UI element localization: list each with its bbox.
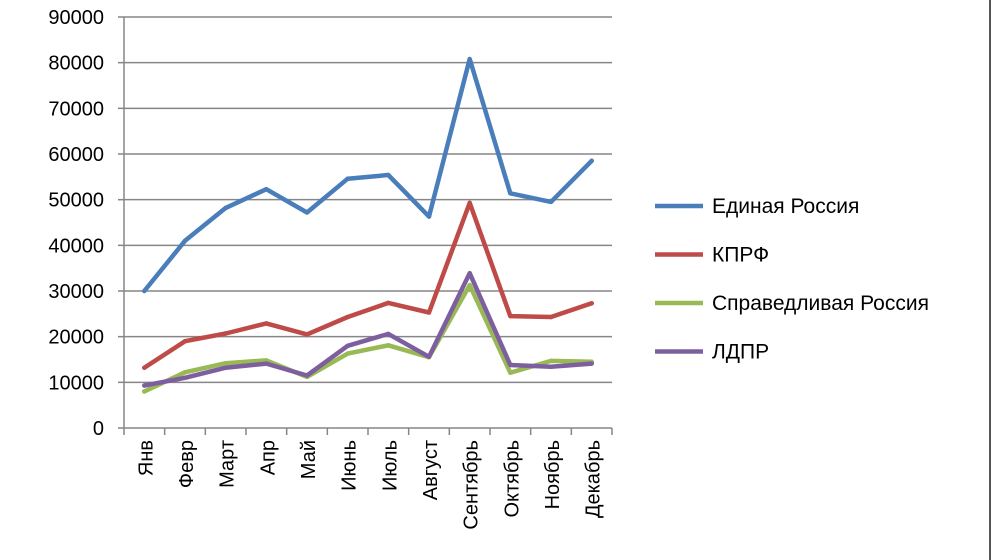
data-point bbox=[223, 360, 228, 366]
x-tick-label: Янв bbox=[135, 440, 157, 476]
x-tick-label: Август bbox=[420, 440, 442, 500]
data-point bbox=[142, 389, 147, 394]
series-line-4 bbox=[142, 270, 594, 388]
x-tick-label: Апр bbox=[257, 440, 279, 475]
x-tick-label: Май bbox=[298, 440, 320, 479]
data-point bbox=[548, 199, 554, 205]
data-point bbox=[426, 354, 432, 359]
x-tick-labels: Янв Февр Март Апр Май Июнь Июль Август Сентябрь О… bbox=[135, 440, 604, 530]
data-point bbox=[589, 361, 594, 366]
data-point bbox=[386, 172, 391, 178]
y-tick-label: 70000 bbox=[48, 98, 104, 120]
data-point bbox=[386, 331, 391, 337]
y-tick-label: 60000 bbox=[48, 144, 104, 166]
data-point bbox=[182, 375, 188, 380]
y-tick-label: 80000 bbox=[48, 53, 104, 75]
data-point bbox=[304, 210, 310, 215]
data-point bbox=[345, 343, 350, 348]
data-point bbox=[508, 370, 513, 375]
x-tick-label: Март bbox=[217, 440, 239, 488]
data-point bbox=[142, 383, 147, 388]
data-point bbox=[386, 300, 391, 306]
data-point bbox=[142, 288, 147, 294]
series-lines bbox=[142, 56, 594, 394]
x-tick-label: Февр bbox=[176, 440, 198, 488]
axes bbox=[118, 16, 613, 435]
y-tick-label: 50000 bbox=[48, 190, 104, 212]
data-point bbox=[589, 301, 594, 306]
data-point bbox=[508, 362, 513, 368]
data-point bbox=[548, 314, 554, 320]
y-tick-label: 0 bbox=[93, 418, 104, 440]
legend-label: Справедливая Россия bbox=[712, 292, 929, 315]
data-point bbox=[426, 214, 432, 219]
data-point bbox=[304, 373, 310, 378]
legend-label: ЛДПР bbox=[712, 341, 769, 364]
data-point bbox=[264, 186, 269, 192]
y-tick-labels: 0 10000 20000 30000 40000 50000 60000 70000 8000… bbox=[48, 7, 104, 440]
data-point bbox=[182, 238, 188, 243]
legend: Единая Россия КПРФ Справедливая Россия ЛДПР bbox=[655, 195, 929, 364]
data-point bbox=[467, 282, 472, 288]
data-point bbox=[548, 364, 554, 370]
data-point bbox=[508, 313, 513, 319]
data-point bbox=[223, 331, 228, 336]
data-point bbox=[345, 314, 350, 320]
legend-label: Единая Россия bbox=[712, 195, 859, 218]
series-line-2 bbox=[142, 200, 594, 370]
data-point bbox=[264, 361, 269, 366]
data-point bbox=[386, 343, 391, 348]
data-point bbox=[345, 351, 350, 356]
y-tick-label: 30000 bbox=[48, 281, 104, 303]
data-point bbox=[426, 310, 432, 315]
y-tick-label: 20000 bbox=[48, 327, 104, 349]
data-point bbox=[182, 339, 188, 344]
data-point bbox=[264, 321, 269, 326]
data-point bbox=[508, 191, 513, 196]
x-tick-label: Июль bbox=[379, 440, 401, 491]
data-point bbox=[142, 365, 147, 370]
y-tick-label: 10000 bbox=[48, 372, 104, 394]
data-point bbox=[467, 56, 472, 62]
data-point bbox=[345, 176, 350, 181]
x-tick-label: Декабрь bbox=[583, 440, 605, 518]
x-tick-label: Ноябрь bbox=[542, 440, 564, 509]
series-line-1 bbox=[142, 56, 594, 294]
data-point bbox=[182, 370, 188, 375]
data-point bbox=[304, 332, 310, 337]
data-point bbox=[223, 205, 228, 211]
y-tick-label: 90000 bbox=[48, 7, 104, 29]
x-tick-label: Июнь bbox=[339, 440, 361, 491]
legend-label: КПРФ bbox=[712, 244, 769, 267]
data-point bbox=[589, 158, 594, 164]
data-point bbox=[467, 270, 472, 276]
x-tick-label: Сентябрь bbox=[461, 440, 483, 530]
data-point bbox=[223, 365, 228, 370]
x-tick-label: Октябрь bbox=[501, 440, 523, 518]
series-line-3 bbox=[142, 282, 594, 394]
data-point bbox=[548, 358, 554, 364]
data-point bbox=[467, 200, 472, 206]
y-tick-label: 40000 bbox=[48, 235, 104, 257]
